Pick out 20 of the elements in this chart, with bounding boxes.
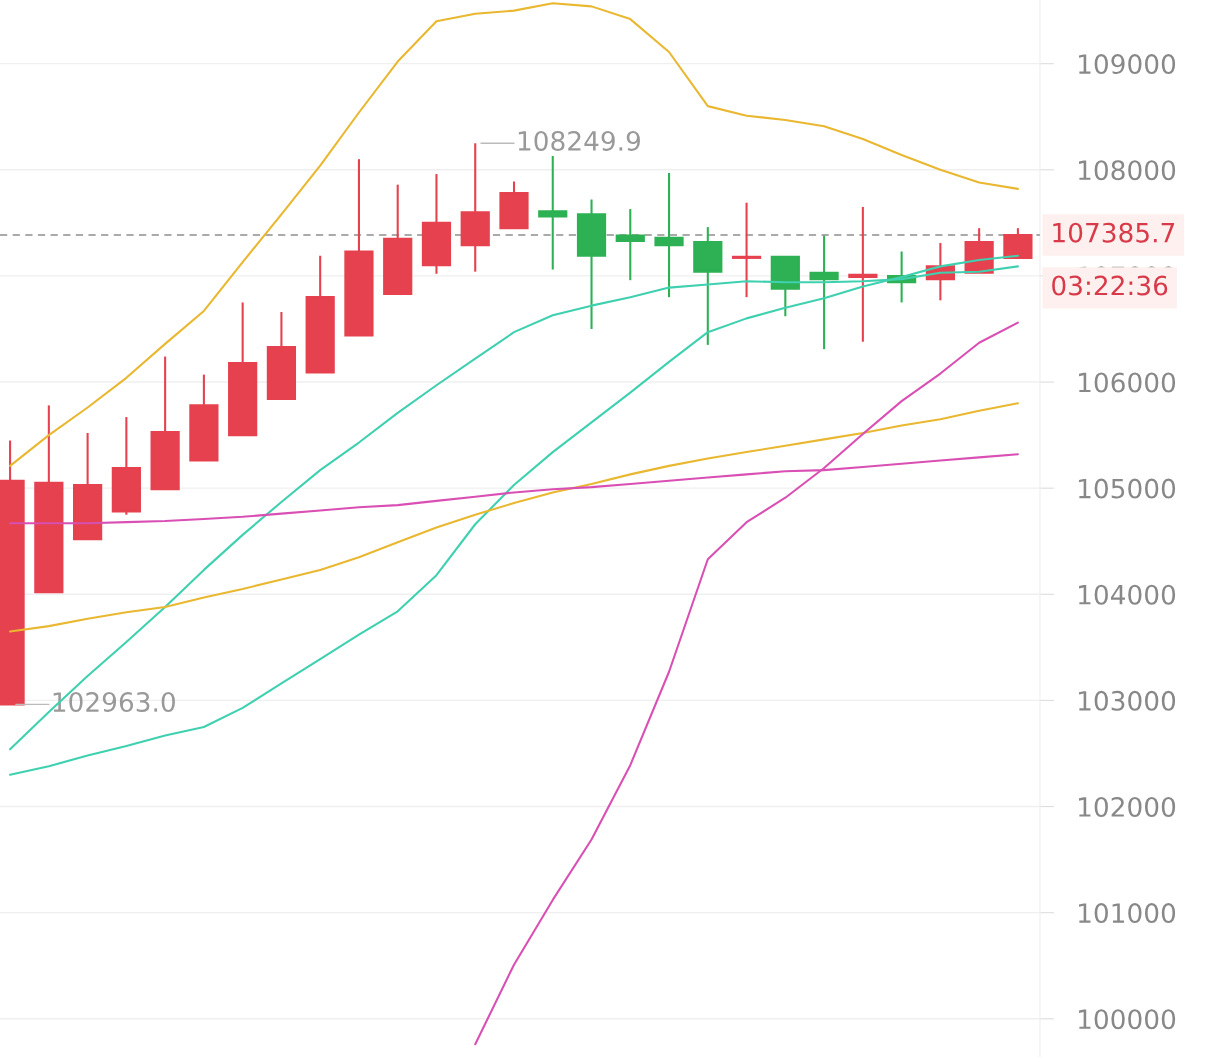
line-series (9, 2, 1019, 467)
y-tick-label: 109000 (1079, 54, 1176, 75)
annotation: 108249.9 (518, 130, 640, 151)
y-tick-label: 104000 (1079, 584, 1176, 605)
line-series (9, 402, 1019, 633)
y-tick-label: 105000 (1079, 478, 1176, 499)
candlestick (731, 201, 762, 299)
y-tick-label: 108000 (1079, 160, 1176, 181)
candlestick (654, 171, 684, 299)
y-tick-label: 103000 (1079, 690, 1176, 711)
y-tick-label: 102000 (1079, 796, 1176, 817)
text: 03:22:36 (1052, 275, 1168, 296)
candlestick (615, 208, 645, 282)
y-tick-label: 101000 (1079, 903, 1176, 924)
candlestick (848, 205, 878, 343)
y-tick-label: 100000 (1079, 1009, 1176, 1030)
candlestick (538, 154, 568, 271)
candlestick (809, 234, 839, 351)
ref-line-label: 107385.7 (1053, 222, 1175, 243)
y-tick-label: 106000 (1079, 372, 1176, 393)
